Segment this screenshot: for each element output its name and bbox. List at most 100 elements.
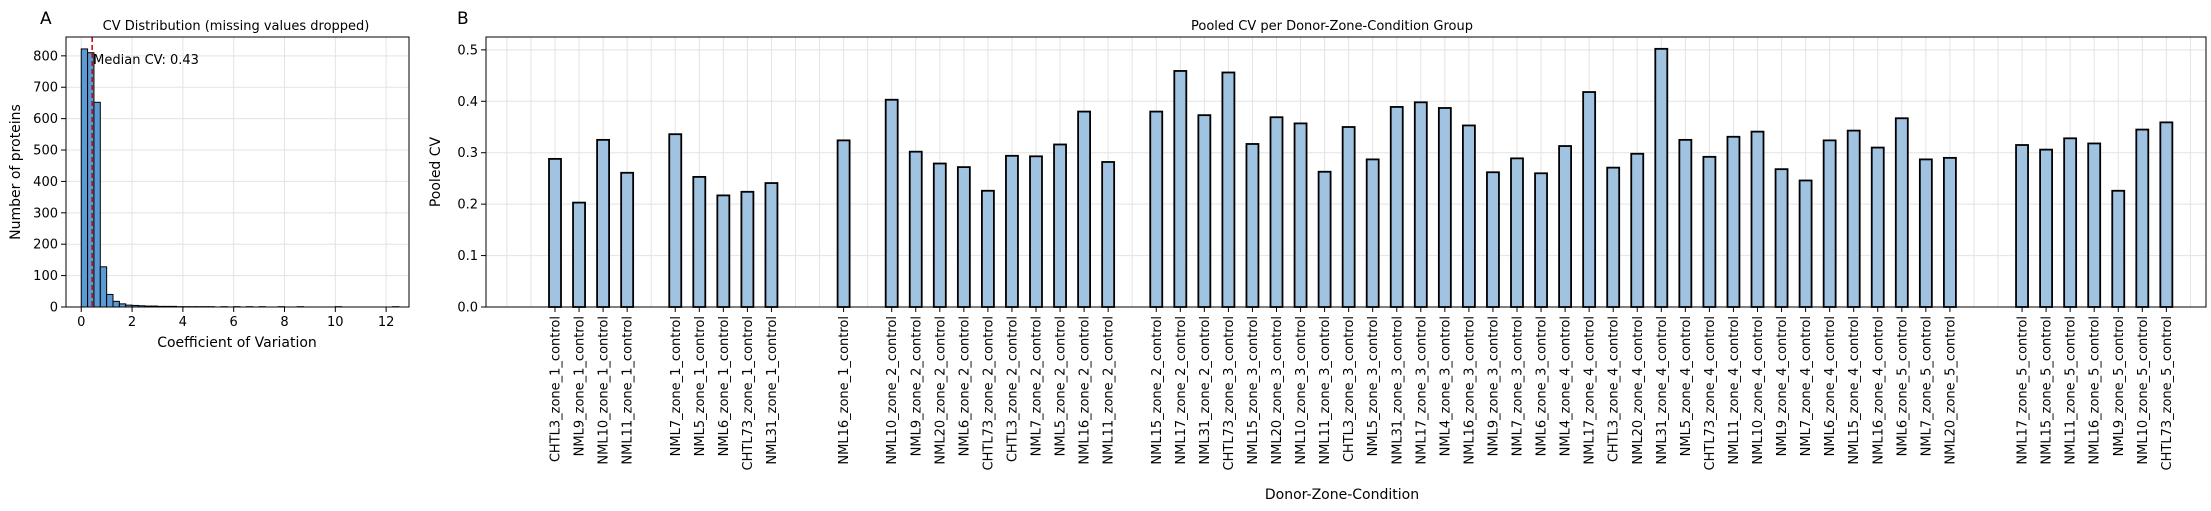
hist-bar: [106, 293, 114, 308]
bar-x-tick-label: CHTL3_zone_2_control: [1005, 316, 1020, 462]
bar: [596, 138, 610, 308]
bar: [1558, 145, 1572, 308]
bar: [1606, 166, 1621, 308]
hist-y-tick-label: 300: [33, 206, 58, 221]
bar-x-tick-label: NML4_zone_4_control: [1559, 316, 1574, 456]
bar-y-tick-label: 0.3: [457, 146, 478, 161]
bar: [1389, 106, 1404, 308]
bar: [1822, 139, 1837, 308]
bar: [1053, 143, 1067, 308]
bar-x-tick-label: NML9_zone_1_control: [573, 316, 588, 456]
bar-x-tick-label: CHTL73_zone_4_control: [1703, 316, 1718, 470]
hist-bar: [93, 101, 101, 308]
bar: [740, 190, 755, 308]
bar: [1149, 110, 1164, 308]
bar: [1630, 152, 1645, 308]
hist-x-tick-label: 12: [378, 315, 395, 330]
bar-x-tick-label: NML4_zone_3_control: [1438, 316, 1453, 456]
bar-x-tick-label: CHTL3_zone_4_control: [1607, 316, 1622, 462]
hist-bar: [99, 266, 108, 308]
bar: [1245, 143, 1260, 308]
bar: [2159, 121, 2174, 308]
bar-x-tick-label: NML9_zone_5_control: [2112, 316, 2127, 456]
bar-x-tick-label: NML16_zone_3_control: [1462, 316, 1477, 465]
hist-x-tick-label: 6: [230, 315, 238, 330]
hist-plot-frame: [65, 36, 410, 308]
hist-x-axis-label: Coefficient of Variation: [157, 335, 317, 351]
bar-x-tick-label: NML31_zone_4_control: [1655, 316, 1670, 465]
bar-x-tick-label: NML11_zone_1_control: [621, 316, 636, 465]
bar: [1197, 114, 1212, 308]
bar: [1486, 171, 1500, 308]
bar: [1678, 138, 1693, 308]
bar-x-tick-label: NML10_zone_5_control: [2136, 316, 2151, 465]
bar-x-tick-label: CHTL73_zone_5_control: [2160, 316, 2175, 470]
bar: [908, 150, 923, 308]
bar-x-tick-label: NML5_zone_1_control: [693, 316, 708, 456]
bar: [1846, 129, 1861, 308]
hist-y-axis-label: Number of proteins: [8, 104, 24, 240]
hist-x-tick-label: 8: [280, 315, 288, 330]
bar: [572, 201, 586, 308]
bar: [1582, 91, 1597, 308]
panel-b-label: B: [457, 9, 469, 29]
hist-y-tick-label: 500: [33, 144, 58, 159]
bar-x-tick-label: NML11_zone_3_control: [1318, 316, 1333, 465]
bar: [1101, 161, 1116, 308]
bar-x-tick-label: NML31_zone_3_control: [1390, 316, 1405, 465]
hist-gridlines: [66, 37, 409, 308]
bar: [716, 194, 731, 308]
bar: [548, 157, 562, 308]
bar-x-tick-label: NML17_zone_5_control: [2016, 316, 2031, 465]
bar: [1774, 168, 1789, 308]
bar: [764, 182, 779, 308]
bar-x-tick-label: NML6_zone_5_control: [1895, 316, 1910, 456]
bar-x-tick-label: NML7_zone_4_control: [1799, 316, 1814, 456]
bar-x-tick-label: NML9_zone_2_control: [909, 316, 924, 456]
bar: [1918, 158, 1933, 308]
bar-x-tick-label: NML5_zone_3_control: [1366, 316, 1381, 456]
bar-x-tick-label: NML20_zone_3_control: [1270, 316, 1285, 465]
bar-x-tick-label: NML15_zone_5_control: [2040, 316, 2055, 465]
bar-x-tick-label: NML9_zone_4_control: [1775, 316, 1790, 456]
bar-y-axis-label: Pooled CV: [428, 136, 444, 207]
hist-y-tick-label: 600: [33, 112, 58, 127]
bar: [1654, 47, 1669, 308]
bar-x-tick-label: NML10_zone_3_control: [1294, 316, 1309, 465]
hist-x-tick-label: 0: [77, 315, 85, 330]
bar-x-tick-label: CHTL73_zone_1_control: [741, 316, 756, 470]
hist-median-annotation: Median CV: 0.43: [93, 53, 199, 68]
bar-x-tick-label: NML6_zone_2_control: [957, 316, 972, 456]
bar-x-tick-label: NML15_zone_2_control: [1150, 316, 1165, 465]
bar-x-tick-label: NML15_zone_3_control: [1246, 316, 1261, 465]
bar: [1173, 70, 1188, 308]
bar: [1510, 157, 1524, 308]
bar-bars: [548, 47, 2174, 308]
bar-title: Pooled CV per Donor-Zone-Condition Group: [1191, 19, 1473, 34]
hist-x-tick-label: 2: [128, 315, 136, 330]
bar: [1750, 130, 1765, 308]
bar: [2111, 189, 2126, 308]
hist-bar: [87, 52, 95, 308]
bar-x-tick-label: NML5_zone_4_control: [1679, 316, 1694, 456]
hist-x-tick-label: 4: [179, 315, 187, 330]
bar: [1894, 117, 1909, 308]
bar-x-tick-label: NML5_zone_2_control: [1054, 316, 1069, 456]
bar: [1702, 155, 1717, 308]
bar-x-tick-label: NML10_zone_2_control: [885, 316, 900, 465]
bar-x-tick-label: NML10_zone_1_control: [597, 316, 612, 465]
bar: [692, 175, 707, 308]
bar-y-tick-label: 0.1: [457, 249, 478, 264]
bar-x-tick-label: NML11_zone_5_control: [2064, 316, 2079, 465]
bar: [1943, 156, 1957, 308]
bar: [1293, 122, 1308, 308]
hist-y-ticks: 0 100 200 300 400 500 600 700 800: [33, 49, 66, 316]
bar: [1534, 172, 1548, 308]
bar: [2063, 137, 2078, 308]
bar-x-tick-label: NML11_zone_4_control: [1727, 316, 1742, 465]
bar-x-tick-label: NML16_zone_2_control: [1078, 316, 1093, 465]
bar-x-tick-label: NML7_zone_2_control: [1030, 316, 1045, 456]
hist-y-tick-label: 0: [50, 301, 58, 316]
bar-x-tick-label: NML16_zone_4_control: [1871, 316, 1886, 465]
hist-y-tick-label: 400: [33, 175, 58, 190]
